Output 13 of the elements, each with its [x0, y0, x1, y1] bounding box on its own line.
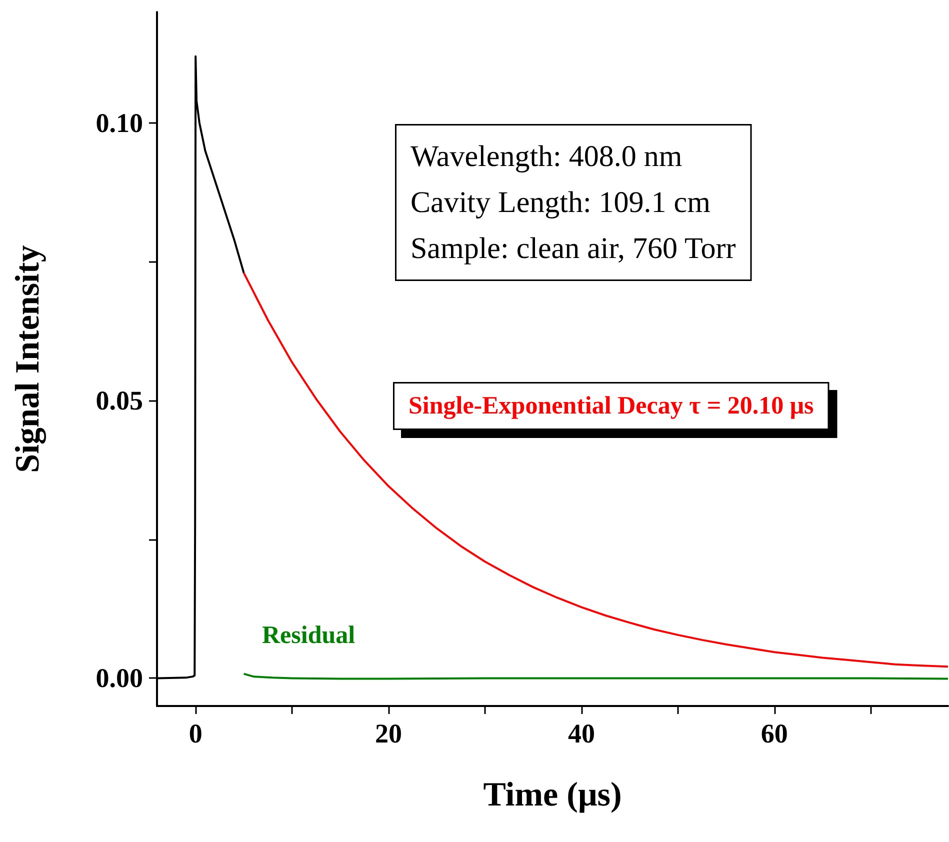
x-tick-label: 40 [568, 718, 595, 748]
y-tick-label: 0.10 [96, 108, 143, 138]
series-label: Residual [262, 622, 356, 649]
y-axis-title: Signal Intensity [10, 245, 46, 473]
y-tick-label: 0.00 [96, 663, 143, 694]
x-tick-label: 20 [375, 718, 402, 748]
x-tick-label: 60 [760, 718, 788, 748]
annotation: Wavelength: 408.0 nm Cavity Length: 109.1 cm Sample: clean air, 760 Torr [410, 140, 736, 265]
text: Single-Exponential Decay τ = 20.10 μs [408, 392, 814, 420]
x-tick-label: 0 [188, 718, 202, 748]
x-axis-title: Time (μs) [483, 776, 622, 814]
line-series [242, 272, 949, 668]
y-tick-label: 0.05 [96, 386, 143, 416]
